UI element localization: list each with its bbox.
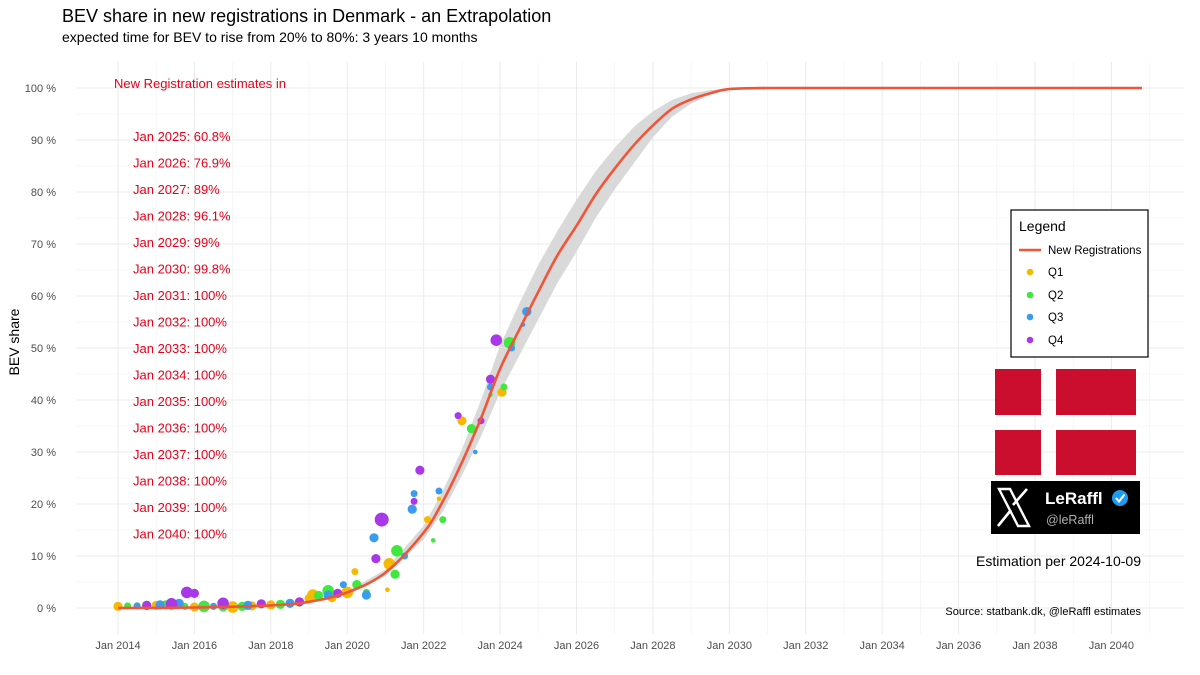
data-point-q2 <box>500 383 508 391</box>
y-tick-label: 100 % <box>25 83 56 95</box>
data-point-q4 <box>485 374 496 384</box>
estimate-line: Jan 2034: 100% <box>133 368 227 383</box>
x-tick-label: Jan 2018 <box>248 640 293 652</box>
data-point-q3 <box>473 449 478 455</box>
source-note: Source: statbank.dk, @leRaffl estimates <box>945 606 1141 618</box>
x-tick-label: Jan 2024 <box>477 640 522 652</box>
data-point-q3 <box>407 504 417 514</box>
x-tick-label: Jan 2038 <box>1012 640 1057 652</box>
data-point-q1 <box>436 496 442 502</box>
fit-line <box>118 86 1142 610</box>
legend-entry-new-registrations: New Registrations <box>1048 245 1142 257</box>
chart-subtitle: expected time for BEV to rise from 20% t… <box>62 29 478 45</box>
data-point-q4 <box>374 512 389 527</box>
denmark-flag-icon <box>995 369 1136 475</box>
x-tick-label: Jan 2030 <box>707 640 752 652</box>
x-logo-icon <box>996 487 1031 528</box>
y-tick-label: 50 % <box>31 343 56 355</box>
x-tick-label: Jan 2016 <box>172 640 217 652</box>
data-point-q4 <box>371 554 381 564</box>
data-point-q2 <box>466 424 476 434</box>
x-tick-label: Jan 2040 <box>1089 640 1134 652</box>
data-point-q2 <box>314 590 324 601</box>
estimate-line: Jan 2038: 100% <box>133 474 227 489</box>
estimate-line: Jan 2025: 60.8% <box>133 129 231 144</box>
data-point-q3 <box>339 581 347 589</box>
y-tick-label: 20 % <box>31 499 56 511</box>
estimates-header: New Registration estimates in <box>114 76 286 91</box>
y-tick-label: 40 % <box>31 395 56 407</box>
data-point-q4 <box>410 497 418 505</box>
legend-swatch-q2 <box>1026 291 1034 299</box>
data-point-q1 <box>385 587 390 593</box>
legend-swatch-q3 <box>1026 313 1034 321</box>
estimate-line: Jan 2032: 100% <box>133 315 227 330</box>
estimate-line: Jan 2039: 100% <box>133 500 227 515</box>
y-tick-label: 60 % <box>31 291 56 303</box>
data-point-q4 <box>415 465 425 475</box>
data-point-q1 <box>351 568 359 576</box>
y-tick-label: 30 % <box>31 447 56 459</box>
data-point-q2 <box>430 538 436 543</box>
legend-title: Legend <box>1019 218 1066 234</box>
data-point-q3 <box>369 533 379 543</box>
y-tick-label: 90 % <box>31 135 56 147</box>
data-point-q2 <box>391 545 403 557</box>
legend-entry-q2: Q2 <box>1048 290 1063 302</box>
x-tick-label: Jan 2028 <box>630 640 675 652</box>
y-tick-label: 0 % <box>37 603 56 615</box>
legend-entry-q3: Q3 <box>1048 312 1063 324</box>
estimate-line: Jan 2040: 100% <box>133 527 227 542</box>
x-tick-label: Jan 2022 <box>401 640 446 652</box>
y-tick-label: 80 % <box>31 187 56 199</box>
estimate-line: Jan 2037: 100% <box>133 447 227 462</box>
legend-entry-q1: Q1 <box>1048 267 1063 279</box>
estimation-date: Estimation per 2024-10-09 <box>976 553 1141 569</box>
chart-title: BEV share in new registrations in Denmar… <box>62 6 551 26</box>
x-tick-label: Jan 2014 <box>95 640 140 652</box>
estimates-annotation: New Registration estimates in Jan 2025: … <box>114 76 286 542</box>
data-point-q2 <box>439 516 447 524</box>
verified-badge-icon <box>1112 490 1128 506</box>
y-axis-ticks: 0 % 10 % 20 % 30 % 40 % 50 % 60 % 70 % 80 % 90 % 1… <box>25 83 56 615</box>
badge-background <box>991 481 1140 534</box>
data-point-q4 <box>189 588 199 599</box>
legend-entry-q4: Q4 <box>1048 335 1064 347</box>
badge-handle: @leRaffl <box>1046 513 1094 527</box>
estimate-line: Jan 2029: 99% <box>133 235 220 250</box>
badge-name: LeRaffl <box>1045 489 1103 508</box>
author-badge: LeRaffl @leRaffl <box>991 481 1140 534</box>
estimate-line: Jan 2031: 100% <box>133 288 227 303</box>
x-axis-ticks: Jan 2014 Jan 2016 Jan 2018 Jan 2020 Jan 2022… <box>95 640 1134 652</box>
x-tick-label: Jan 2032 <box>783 640 828 652</box>
x-tick-label: Jan 2034 <box>860 640 905 652</box>
data-point-q4 <box>181 586 193 599</box>
data-point-q3 <box>410 490 418 498</box>
estimate-line: Jan 2033: 100% <box>133 341 227 356</box>
data-point-q3 <box>361 590 371 600</box>
estimate-line: Jan 2036: 100% <box>133 421 227 436</box>
x-tick-label: Jan 2026 <box>554 640 599 652</box>
estimate-line: Jan 2026: 76.9% <box>133 156 231 171</box>
data-point-q4 <box>490 334 503 347</box>
y-tick-label: 70 % <box>31 239 56 251</box>
legend-box <box>1010 209 1149 358</box>
estimate-line: Jan 2028: 96.1% <box>133 209 231 224</box>
y-axis-label: BEV share <box>6 308 22 375</box>
data-point-q2 <box>390 569 400 579</box>
legend-swatch-q1 <box>1026 268 1034 276</box>
data-point-q1 <box>113 601 123 612</box>
estimate-line: Jan 2027: 89% <box>133 182 220 197</box>
legend-swatch-q4 <box>1026 336 1034 344</box>
x-tick-label: Jan 2036 <box>936 640 981 652</box>
data-point-q4 <box>454 412 462 420</box>
legend: Legend New Registrations Q1 Q2 Q3 Q4 <box>1010 209 1149 358</box>
x-tick-label: Jan 2020 <box>325 640 370 652</box>
y-tick-label: 10 % <box>31 551 56 563</box>
data-point-q1 <box>424 516 431 524</box>
estimate-line: Jan 2030: 99.8% <box>133 262 231 277</box>
data-point-q3 <box>435 487 443 495</box>
estimate-line: Jan 2035: 100% <box>133 394 227 409</box>
